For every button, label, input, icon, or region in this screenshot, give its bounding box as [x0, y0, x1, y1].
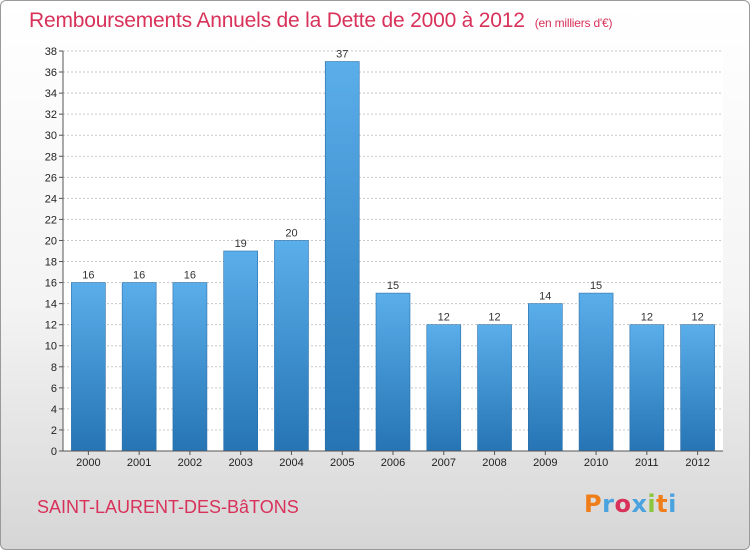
- logo-letter: i: [647, 490, 657, 518]
- value-label: 20: [285, 227, 297, 239]
- x-tick-label: 2002: [178, 457, 202, 469]
- value-labels: 16 16 16 19 20 37 15 12 12 14 15 12 12: [82, 49, 703, 324]
- value-label: 16: [82, 270, 94, 282]
- y-tick-label: 0: [51, 446, 57, 458]
- x-tick-label: 2007: [432, 457, 456, 469]
- y-tick-label: 4: [51, 404, 57, 416]
- value-label: 12: [488, 312, 500, 324]
- value-label: 16: [184, 270, 196, 282]
- value-label: 15: [590, 280, 602, 292]
- value-label: 14: [539, 291, 551, 303]
- y-tick-label: 14: [45, 299, 57, 311]
- bar-2000: [71, 282, 106, 452]
- bar-2005: [324, 61, 360, 452]
- y-tick-label: 8: [51, 362, 57, 374]
- y-tick-label: 30: [45, 130, 57, 142]
- y-tick-label: 36: [45, 67, 57, 79]
- x-tick-label: 2012: [685, 457, 709, 469]
- value-label: 37: [336, 49, 348, 61]
- bar-2002: [172, 282, 208, 452]
- bar-2010: [578, 292, 614, 452]
- bar-2001: [121, 282, 157, 452]
- proxiti-logo: Proxiti: [584, 490, 677, 518]
- town-name: SAINT-LAURENT-DES-BâTONS: [37, 497, 299, 517]
- y-tick-label: 24: [45, 193, 57, 205]
- x-tick-label: 2005: [330, 457, 354, 469]
- y-tick-label: 26: [45, 172, 57, 184]
- bar-2006: [375, 292, 411, 452]
- logo-letter: t: [656, 490, 669, 518]
- y-tick-label: 22: [45, 214, 57, 226]
- bar-2003: [223, 250, 258, 452]
- y-tick-label: 20: [45, 235, 57, 247]
- x-tick-label: 2003: [228, 457, 252, 469]
- bar-2007: [426, 324, 462, 452]
- title-text: Remboursements Annuels de la Dette de 20…: [29, 9, 525, 32]
- x-tick-label: 2010: [584, 457, 608, 469]
- y-tick-label: 2: [51, 425, 57, 437]
- value-label: 12: [641, 312, 653, 324]
- bar-2012: [680, 324, 715, 452]
- chart-title: Remboursements Annuels de la Dette de 20…: [29, 9, 612, 33]
- y-tick-label: 12: [45, 320, 57, 332]
- value-label: 16: [133, 270, 145, 282]
- y-tick-label: 32: [45, 109, 57, 121]
- bar-2008: [477, 324, 512, 452]
- value-label: 12: [438, 312, 450, 324]
- y-tick-label: 10: [45, 341, 57, 353]
- x-tick-label: 2000: [76, 457, 100, 469]
- x-tick-label: 2009: [533, 457, 557, 469]
- x-tick-label: 2006: [381, 457, 405, 469]
- y-tick-label: 34: [45, 88, 57, 100]
- logo-letter: i: [668, 490, 677, 518]
- value-label: 19: [235, 238, 247, 250]
- x-tick-label: 2004: [279, 457, 303, 469]
- y-tick-label: 18: [45, 257, 57, 269]
- logo-letter: r: [602, 490, 615, 518]
- x-tick-label: 2001: [127, 457, 151, 469]
- value-label: 15: [387, 280, 399, 292]
- logo-letter: o: [614, 490, 632, 518]
- x-tick-label: 2011: [635, 457, 659, 469]
- bars: [71, 61, 715, 452]
- x-axis-labels: 2000 2001 2002 2003 2004 2005 2006 2007 2008 2009…: [76, 451, 710, 469]
- bar-2004: [274, 240, 309, 452]
- y-tick-label: 28: [45, 151, 57, 163]
- bar-2009: [528, 303, 563, 452]
- unit-label: (en milliers d'€): [534, 16, 613, 30]
- bar-2011: [629, 324, 665, 452]
- y-tick-label: 16: [45, 278, 57, 290]
- y-tick-label: 6: [51, 383, 57, 395]
- value-label: 12: [691, 312, 703, 324]
- logo-letter: P: [584, 490, 603, 518]
- y-tick-label: 38: [45, 46, 57, 58]
- x-tick-label: 2008: [482, 457, 506, 469]
- logo-letter: x: [631, 490, 648, 518]
